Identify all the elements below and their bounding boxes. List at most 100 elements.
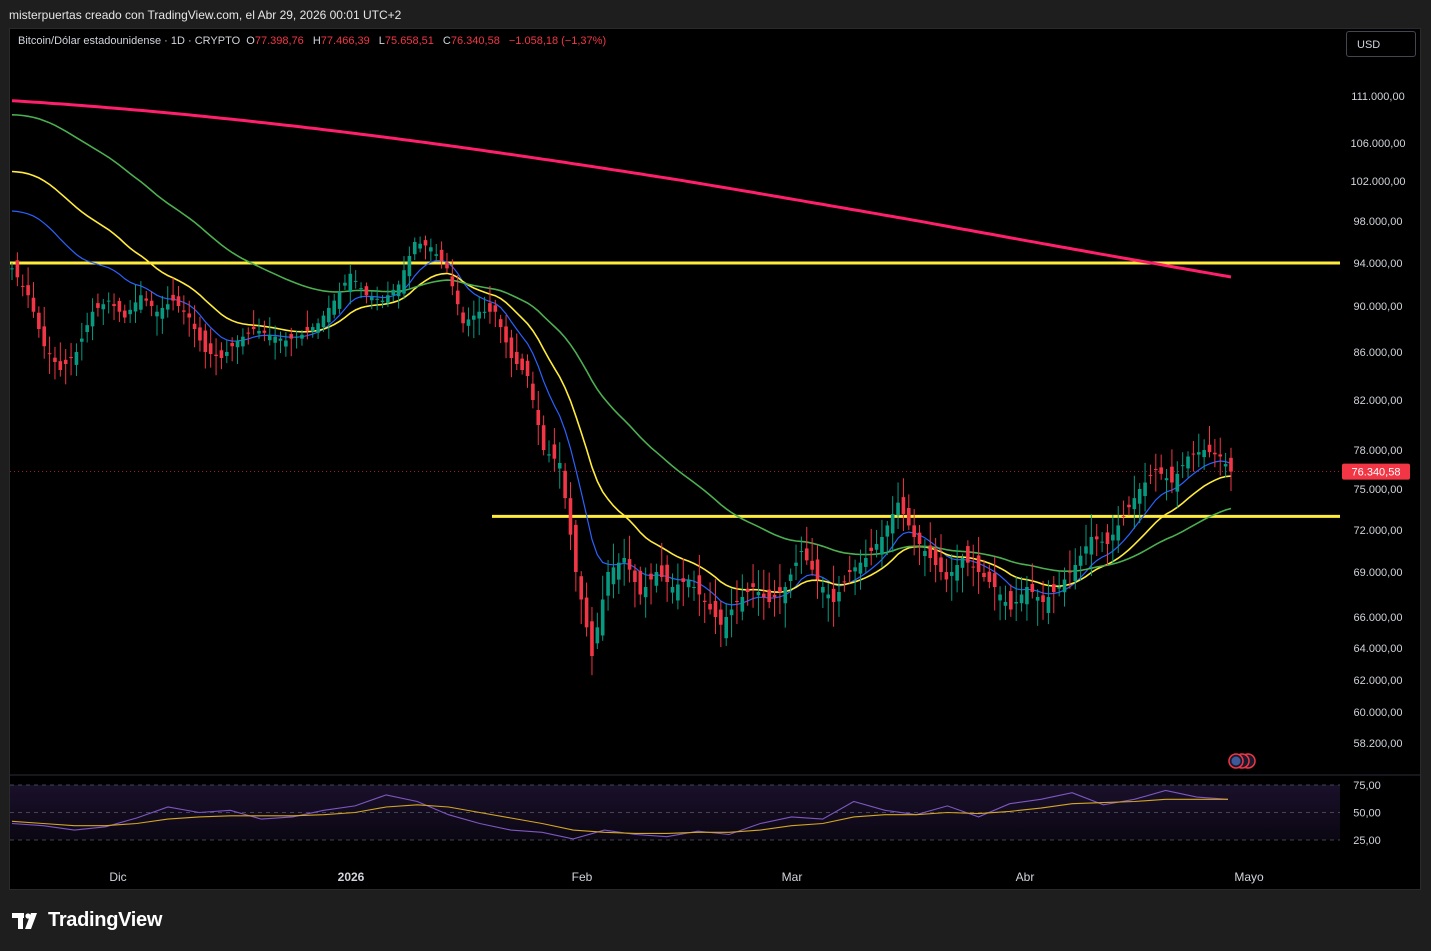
candle-body xyxy=(187,313,192,318)
candle-body xyxy=(949,572,954,576)
candle-body xyxy=(498,319,503,328)
candle-body xyxy=(42,326,47,347)
candle-body xyxy=(1057,587,1061,589)
candle-body xyxy=(794,562,798,566)
candle-body xyxy=(923,551,927,557)
candle-body xyxy=(1062,579,1067,593)
price-tick-label: 64.000,00 xyxy=(1354,643,1403,655)
candle-body xyxy=(284,340,288,347)
candle-body xyxy=(767,589,771,602)
candle-body xyxy=(1223,464,1228,467)
candle-body xyxy=(1025,587,1029,605)
candle-body xyxy=(982,572,986,577)
candle-body xyxy=(643,587,648,598)
candle-body xyxy=(622,558,626,563)
candle-body xyxy=(799,551,804,552)
candle-body xyxy=(26,285,30,296)
candle-body xyxy=(439,249,444,262)
us-flag-events-icon xyxy=(1228,753,1256,769)
price-tick-label: 78.000,00 xyxy=(1354,445,1403,457)
candle-body xyxy=(1094,536,1099,540)
candle-body xyxy=(901,497,906,515)
price-tick-label: 75.000,00 xyxy=(1354,484,1403,496)
candle-body xyxy=(149,300,154,306)
candle-body xyxy=(928,545,933,558)
candle-body xyxy=(1132,498,1137,510)
candle-body xyxy=(778,587,782,592)
candle-body xyxy=(821,587,825,593)
candle-body xyxy=(144,298,149,301)
candle-body xyxy=(160,307,165,319)
price-tick-label: 98.000,00 xyxy=(1354,216,1403,228)
candle-body xyxy=(670,587,675,593)
candle-body xyxy=(788,574,793,581)
ema-fast-line xyxy=(11,210,1232,606)
sma-long-line xyxy=(11,99,1232,279)
open-value: 77.398,76 xyxy=(254,35,304,47)
candle-body xyxy=(251,326,256,329)
candle-body xyxy=(1019,594,1024,604)
candle-body xyxy=(869,547,873,551)
candle-body xyxy=(815,559,820,580)
candle-body xyxy=(654,572,659,586)
candle-body xyxy=(724,617,729,639)
candle-body xyxy=(455,290,460,305)
candle-body xyxy=(122,310,127,318)
candle-body xyxy=(745,588,750,592)
candle-body xyxy=(514,351,519,364)
candle-body xyxy=(461,312,465,324)
candle-body xyxy=(557,463,562,469)
candle-body xyxy=(133,302,138,312)
candle-body xyxy=(1164,478,1169,481)
candle-body xyxy=(531,383,535,400)
candle-body xyxy=(1202,450,1206,458)
rsi-tick-label: 50,00 xyxy=(1353,808,1381,820)
time-tick-label: Mar xyxy=(782,870,803,884)
candle-body xyxy=(751,583,755,587)
candle-body xyxy=(1089,537,1094,555)
symbol-legend[interactable]: Bitcoin/Dólar estadounidense · 1D · CRYP… xyxy=(18,35,612,47)
candle-body xyxy=(128,309,132,315)
rsi-tick-label: 75,00 xyxy=(1353,780,1381,792)
brand-name: TradingView xyxy=(48,909,163,931)
us-flag-circle xyxy=(1231,756,1241,766)
price-tick-label: 86.000,00 xyxy=(1354,347,1403,359)
last-price-label: 76.340,58 xyxy=(1352,467,1401,479)
ema-mid-line xyxy=(11,170,1232,593)
chart-frame[interactable] xyxy=(9,28,1421,890)
tradingview-brand[interactable]: TradingView xyxy=(12,909,162,932)
candle-body xyxy=(1046,597,1051,613)
candle-body xyxy=(831,588,836,602)
low-value: 75.658,51 xyxy=(384,35,434,47)
candle-body xyxy=(90,311,95,327)
candle-body xyxy=(1014,602,1018,604)
candle-body xyxy=(847,570,852,572)
candle-body xyxy=(1186,456,1190,469)
candle-body xyxy=(912,525,916,537)
candle-body xyxy=(890,514,895,534)
candle-body xyxy=(590,621,594,656)
currency-selector[interactable]: USD xyxy=(1346,31,1416,57)
candle-body xyxy=(171,294,175,301)
candle-body xyxy=(520,358,524,370)
candle-body xyxy=(369,297,374,301)
candle-body xyxy=(316,323,320,333)
sma-slow-line xyxy=(11,114,1232,572)
symbol-name: Bitcoin/Dólar estadounidense · 1D · CRYP… xyxy=(18,35,241,47)
candle-body xyxy=(536,409,541,425)
candle-body xyxy=(423,240,428,246)
candle-body xyxy=(853,567,857,572)
candle-body xyxy=(1068,571,1072,573)
candle-body xyxy=(756,592,761,596)
chart-caption: misterpuertas creado con TradingView.com… xyxy=(9,8,402,22)
candle-body xyxy=(783,587,788,604)
candle-body xyxy=(692,587,696,588)
close-value: 76.340,58 xyxy=(450,35,500,47)
candle-body xyxy=(826,594,831,599)
candle-body xyxy=(53,357,57,362)
candle-body xyxy=(353,280,358,282)
candle-body xyxy=(327,307,331,323)
candle-body xyxy=(332,300,336,315)
candle-body xyxy=(568,498,573,535)
